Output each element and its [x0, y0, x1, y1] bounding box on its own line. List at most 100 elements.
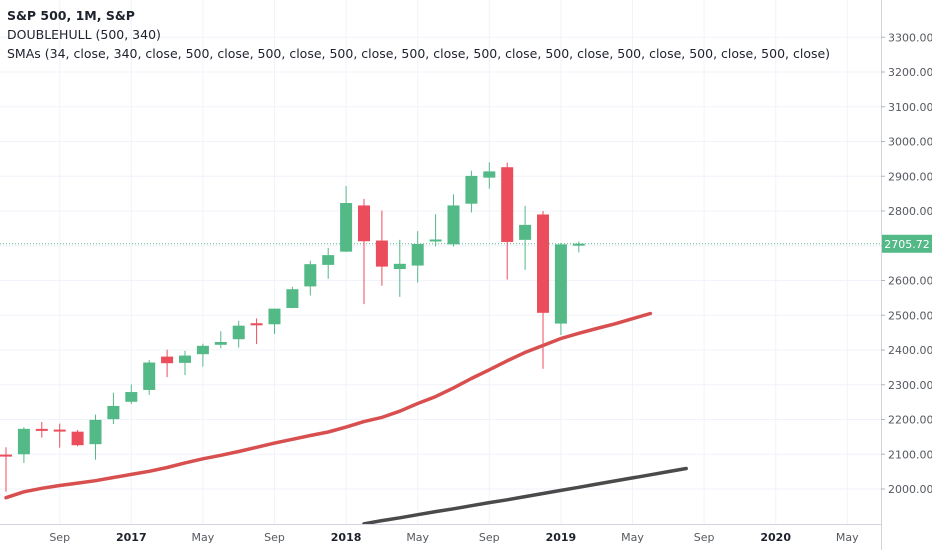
plot-area	[0, 162, 881, 524]
candle-body	[161, 356, 174, 364]
y-tick-label: 2800.00	[888, 205, 932, 218]
candle	[161, 349, 174, 378]
candle	[554, 242, 567, 336]
candle	[322, 247, 335, 279]
candle	[35, 421, 48, 438]
candle	[340, 185, 353, 253]
candle-body	[375, 240, 388, 267]
candle-body	[232, 325, 245, 340]
candle	[411, 231, 424, 283]
y-tick-label: 2900.00	[888, 170, 932, 183]
candle	[125, 384, 138, 404]
y-tick-label: 2400.00	[888, 344, 932, 357]
candle-body	[322, 255, 335, 265]
candle	[250, 318, 263, 345]
y-tick-label: 2000.00	[888, 483, 932, 496]
y-tick-label: 3300.00	[888, 31, 932, 44]
x-tick-label: Sep	[49, 531, 70, 544]
candle-body	[554, 244, 567, 324]
candle-body	[89, 419, 102, 445]
candle	[429, 214, 442, 247]
candle	[572, 241, 585, 253]
candle-body	[268, 308, 281, 325]
candle-body	[17, 428, 30, 455]
last-price-tag: 2705.72	[882, 234, 932, 253]
candle-body	[214, 342, 227, 345]
candle-body	[393, 263, 406, 270]
y-tick-label: 3000.00	[888, 136, 932, 149]
candle	[107, 392, 120, 425]
candle-body	[0, 454, 12, 457]
candle	[232, 320, 245, 348]
x-tick-label: Sep	[479, 531, 500, 544]
candle	[17, 427, 30, 463]
y-tick-label: 2300.00	[888, 379, 932, 392]
candle	[0, 447, 12, 492]
candle	[393, 239, 406, 297]
candle	[214, 331, 227, 349]
candle	[89, 414, 102, 460]
sma-line-1	[4, 311, 653, 500]
candle	[501, 162, 514, 280]
x-tick-label: May	[406, 531, 429, 544]
candle-body	[304, 264, 317, 287]
candle	[268, 308, 281, 335]
legend-indicator-smas: SMAs (34, close, 340, close, 500, close,…	[7, 46, 831, 61]
candle	[304, 260, 317, 296]
candle	[286, 286, 299, 309]
candle	[375, 210, 388, 286]
last-price-value: 2705.72	[884, 238, 930, 251]
candle	[537, 211, 549, 369]
candle-body	[53, 429, 66, 432]
candle-body	[143, 362, 156, 390]
candle-body	[447, 205, 460, 245]
candle-body	[519, 224, 532, 240]
candle-body	[572, 243, 585, 246]
last-price-tag-bg	[882, 234, 932, 253]
x-tick-label: 2019	[546, 531, 577, 544]
candle-body	[125, 392, 138, 402]
grid-lines	[0, 0, 881, 524]
candle	[196, 343, 209, 367]
y-tick-label: 2200.00	[888, 414, 932, 427]
x-tick-label: 2018	[331, 531, 362, 544]
candle-body	[71, 431, 84, 446]
candle-body	[340, 203, 353, 252]
candle-body	[501, 167, 514, 242]
candle-body	[483, 171, 496, 178]
y-tick-label: 3200.00	[888, 66, 932, 79]
candle-body	[35, 428, 48, 431]
candle	[143, 360, 156, 395]
chart-legend: S&P 500, 1M, S&P DOUBLEHULL (500, 340) S…	[7, 6, 830, 63]
candle	[179, 350, 191, 376]
candle	[358, 198, 370, 305]
candle-body	[179, 355, 191, 363]
x-tick-label: May	[836, 531, 859, 544]
candle-body	[429, 239, 442, 242]
candle-body	[465, 175, 478, 204]
x-tick-label: 2017	[116, 531, 147, 544]
candle-body	[537, 214, 549, 313]
candle-body	[358, 205, 370, 242]
candle	[71, 429, 84, 447]
x-tick-label: May	[621, 531, 644, 544]
candle	[53, 423, 66, 448]
candle	[483, 162, 496, 189]
candle-body	[250, 323, 263, 326]
candle	[447, 194, 460, 247]
sma-line-2	[362, 466, 688, 524]
candle	[465, 170, 478, 213]
y-tick-label: 3100.00	[888, 101, 932, 114]
candle	[519, 205, 532, 270]
candle-body	[286, 289, 299, 308]
y-tick-label: 2100.00	[888, 448, 932, 461]
legend-title: S&P 500, 1M, S&P	[7, 8, 135, 23]
legend-indicator-doublehull: DOUBLEHULL (500, 340)	[7, 27, 161, 42]
x-tick-label: Sep	[264, 531, 285, 544]
candle-body	[107, 405, 120, 420]
y-tick-label: 2600.00	[888, 275, 932, 288]
x-tick-label: 2020	[760, 531, 791, 544]
x-tick-label: Sep	[694, 531, 715, 544]
y-tick-label: 2500.00	[888, 309, 932, 322]
